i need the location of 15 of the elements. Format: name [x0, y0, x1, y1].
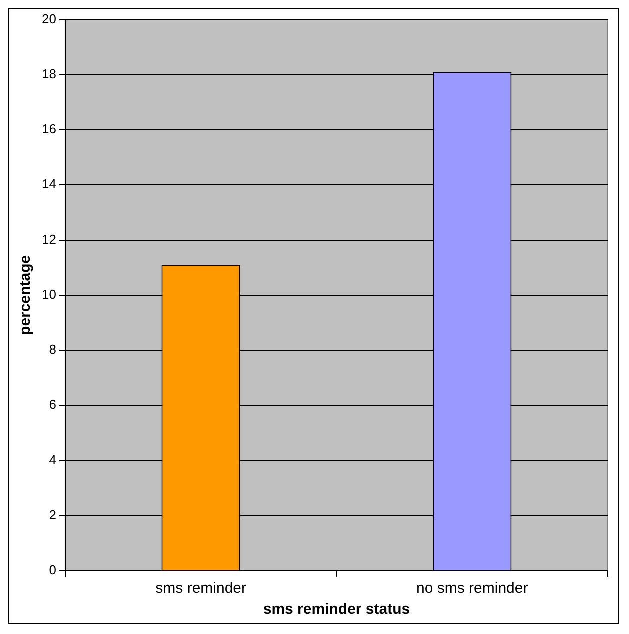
y-tick-label: 10 — [42, 286, 56, 302]
y-axis-title: percentage — [17, 255, 34, 336]
x-tick-label: no sms reminder — [416, 580, 528, 598]
y-tick-label: 4 — [49, 452, 56, 468]
x-tick-label: sms reminder — [156, 580, 247, 598]
y-tick-label: 20 — [42, 11, 56, 26]
y-tick-label: 6 — [49, 397, 56, 412]
y-tick-label: 2 — [49, 507, 56, 522]
y-tick-label: 0 — [49, 562, 56, 578]
y-tick-label: 18 — [42, 66, 56, 82]
y-tick-label: 8 — [49, 342, 56, 358]
y-tick-label: 16 — [42, 122, 56, 137]
x-axis-title: sms reminder status — [263, 601, 410, 618]
y-tick-label: 14 — [42, 176, 56, 192]
y-tick-label: 12 — [42, 232, 56, 247]
